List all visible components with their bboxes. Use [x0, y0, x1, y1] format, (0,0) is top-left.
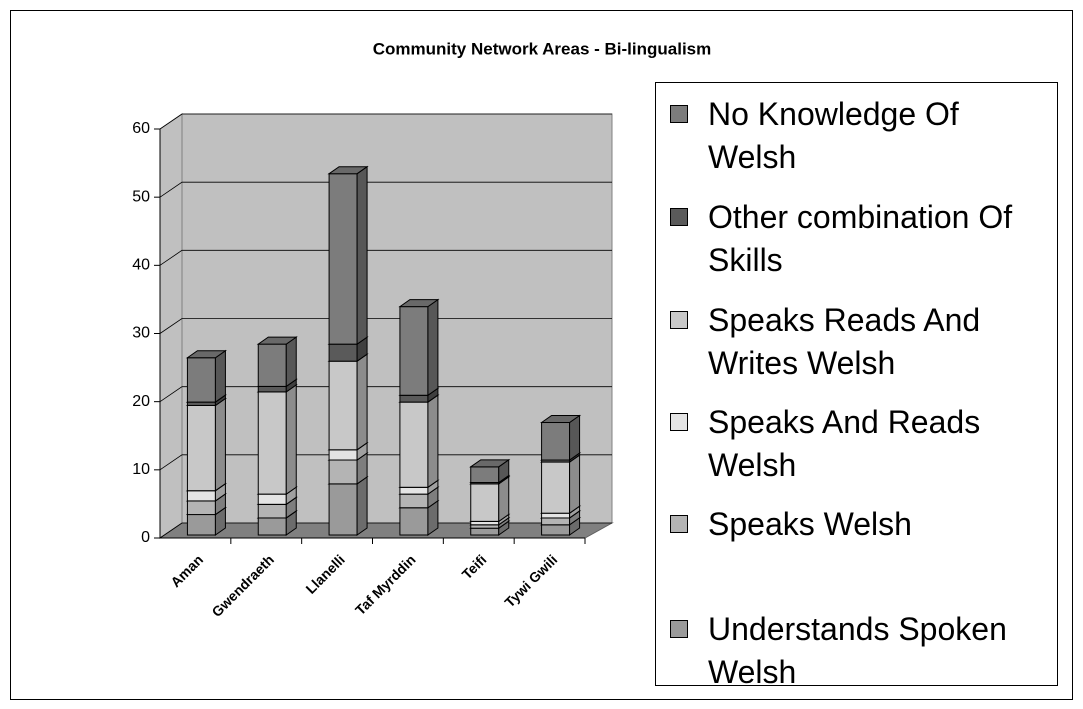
bar-segment [256, 383, 298, 496]
bar-segment [327, 475, 369, 536]
grid-line [159, 386, 612, 402]
legend: No Knowledge Of Welsh Other combination O… [655, 82, 1058, 690]
legend-swatch [670, 208, 688, 226]
legend-label: Speaks And Reads Welsh [708, 404, 981, 483]
legend-swatch [670, 620, 688, 638]
grid-line [159, 181, 612, 198]
legend-entry: Other combination Of Skills [670, 196, 1050, 282]
grid-line [159, 318, 612, 334]
y-tick-label: 20 [132, 393, 150, 410]
chart-title: Community Network Areas - Bi-lingualism [373, 39, 711, 58]
grid-line [159, 454, 612, 471]
y-tick-label: 50 [132, 188, 150, 205]
bar-segment [398, 394, 440, 489]
legend-entry: Speaks Reads And Writes Welsh [670, 299, 1050, 385]
grid-line [159, 249, 612, 266]
y-tick-label: 60 [132, 120, 150, 137]
grid-line [159, 113, 612, 130]
legend-label: Other combination Of Skills [708, 199, 1013, 278]
bar-segment [185, 397, 228, 492]
legend-entry: Speaks And Reads Welsh [670, 401, 1050, 487]
legend-swatch [670, 311, 688, 329]
bar-segment [398, 298, 440, 397]
y-tick-label: 30 [132, 325, 150, 342]
bar-segment [539, 454, 582, 515]
bar-segment [327, 353, 369, 451]
y-tick-label: 10 [132, 461, 150, 478]
legend-label: No Knowledge Of Welsh [708, 96, 959, 175]
legend-label: Speaks Welsh [708, 506, 912, 542]
bar-segment [398, 499, 440, 536]
y-tick-label: 0 [141, 529, 150, 546]
legend-entry: No Knowledge Of Welsh [670, 93, 1050, 179]
grid-line [159, 522, 612, 539]
legend-swatch [670, 105, 688, 123]
legend-entry: Speaks Welsh [670, 503, 1050, 546]
legend-entry: Understands Spoken Welsh [670, 608, 1050, 694]
bar-segment [469, 458, 511, 484]
legend-swatch [670, 515, 688, 533]
bar-segment [539, 414, 582, 461]
y-tick-label: 40 [132, 257, 150, 274]
bar-segment [185, 349, 228, 404]
legend-label: Understands Spoken Welsh [708, 611, 1007, 690]
legend-swatch [670, 413, 688, 431]
legend-label: Speaks Reads And Writes Welsh [708, 302, 981, 381]
bar-segment [256, 336, 298, 388]
bar-segment [327, 165, 369, 346]
